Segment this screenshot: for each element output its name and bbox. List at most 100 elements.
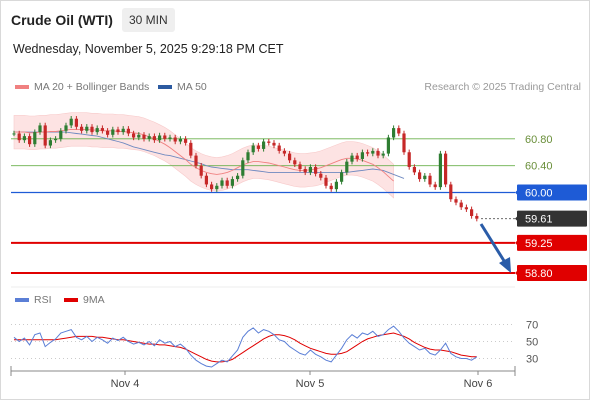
level-label-59.25: 59.25	[525, 238, 553, 250]
candle-body	[246, 152, 250, 161]
forecast-arrow-shaft	[479, 223, 508, 265]
ma20-swatch	[15, 85, 29, 90]
rsi-9ma-line	[14, 332, 477, 363]
candle-body	[152, 136, 156, 141]
candle-body	[95, 128, 99, 133]
candle-body	[475, 215, 479, 219]
x-tick-label: Nov 6	[464, 378, 493, 390]
candle-body	[69, 118, 73, 126]
legend-item-ma50: MA 50	[158, 81, 207, 93]
candle-body	[329, 185, 333, 190]
candle-body	[126, 128, 130, 134]
credit-label: Research © 2025 Trading Central	[424, 81, 581, 93]
level-badge-58.80	[517, 265, 587, 281]
candle-body	[366, 152, 370, 154]
candle-body	[324, 177, 328, 186]
candle-body	[402, 133, 406, 153]
candle-body	[85, 126, 89, 131]
rsi-swatch	[15, 298, 29, 303]
candle-body	[168, 137, 172, 139]
candle-body	[158, 135, 162, 141]
candle-body	[54, 138, 58, 141]
candle-body	[464, 207, 468, 210]
candle-body	[444, 153, 448, 185]
rsi-line	[13, 325, 478, 368]
level-badge-pointer	[515, 188, 519, 197]
candle-body	[163, 135, 167, 139]
candle-body	[262, 141, 266, 149]
legend-item-9ma: 9MA	[64, 294, 105, 306]
candle-body	[194, 155, 198, 166]
candle-body	[277, 145, 281, 151]
timeframe-badge[interactable]: 30 MIN	[122, 8, 175, 32]
candle-body	[74, 118, 78, 127]
level-label-58.80: 58.80	[525, 268, 553, 280]
candle-body	[345, 161, 349, 173]
candle-body	[59, 130, 63, 139]
candle-body	[308, 167, 312, 173]
candle-body	[282, 150, 286, 154]
candle-body	[230, 179, 234, 186]
level-label-60.40: 60.40	[525, 161, 553, 173]
candle-body	[204, 175, 208, 185]
candle-body	[48, 140, 52, 146]
level-badge-59.61	[517, 210, 587, 227]
candle-body	[433, 184, 437, 188]
candle-body	[418, 172, 422, 180]
level-label-60.80: 60.80	[525, 134, 553, 146]
candle-body	[267, 141, 271, 143]
candle-body	[220, 180, 224, 186]
candle-body	[288, 153, 292, 161]
legend-label-9ma: 9MA	[83, 294, 105, 306]
candle-body	[449, 184, 453, 200]
candle-body	[215, 185, 219, 190]
9ma-swatch	[64, 298, 78, 303]
candle-body	[189, 142, 193, 156]
candle-body	[64, 125, 68, 131]
candle-body	[17, 133, 21, 141]
candle-body	[137, 134, 141, 138]
level-label-60.00: 60.00	[525, 188, 553, 200]
candle-body	[12, 133, 16, 135]
candle-body	[428, 175, 432, 185]
candle-body	[454, 199, 458, 203]
candle-body	[407, 152, 411, 168]
candle-body	[314, 167, 318, 174]
candle-body	[360, 152, 364, 159]
candle-body	[178, 138, 182, 142]
ma50-swatch	[158, 85, 172, 90]
candle-body	[438, 153, 442, 188]
level-label-59.61: 59.61	[525, 214, 553, 226]
candle-body	[355, 155, 359, 159]
candle-body	[241, 160, 245, 176]
candle-body	[319, 173, 323, 178]
candle-body	[43, 125, 47, 146]
candle-body	[381, 153, 385, 156]
candle-body	[334, 181, 338, 190]
legend-item-ma20: MA 20 + Bollinger Bands	[15, 81, 149, 93]
candle-body	[121, 128, 125, 133]
level-badge-pointer	[515, 238, 519, 247]
candle-body	[210, 184, 214, 190]
ma50-line	[14, 131, 405, 179]
candle-body	[412, 167, 416, 173]
candle-body	[340, 172, 344, 182]
forecast-arrow-head	[499, 257, 511, 273]
candle-body	[142, 134, 146, 139]
candle-body	[272, 142, 276, 146]
candle-body	[459, 202, 463, 208]
candle-body	[28, 136, 32, 145]
candle-body	[225, 180, 229, 186]
candle-body	[256, 145, 260, 149]
datetime-label: Wednesday, November 5, 2025 9:29:18 PM C…	[13, 42, 284, 56]
candle-body	[371, 150, 375, 154]
legend-label-ma50: MA 50	[177, 81, 207, 93]
candle-body	[22, 136, 26, 141]
level-badge-59.25	[517, 234, 587, 251]
legend-label-ma20: MA 20 + Bollinger Bands	[34, 81, 150, 93]
candle-body	[90, 126, 94, 133]
candle-body	[236, 175, 240, 180]
level-badge-60.00	[517, 184, 587, 201]
